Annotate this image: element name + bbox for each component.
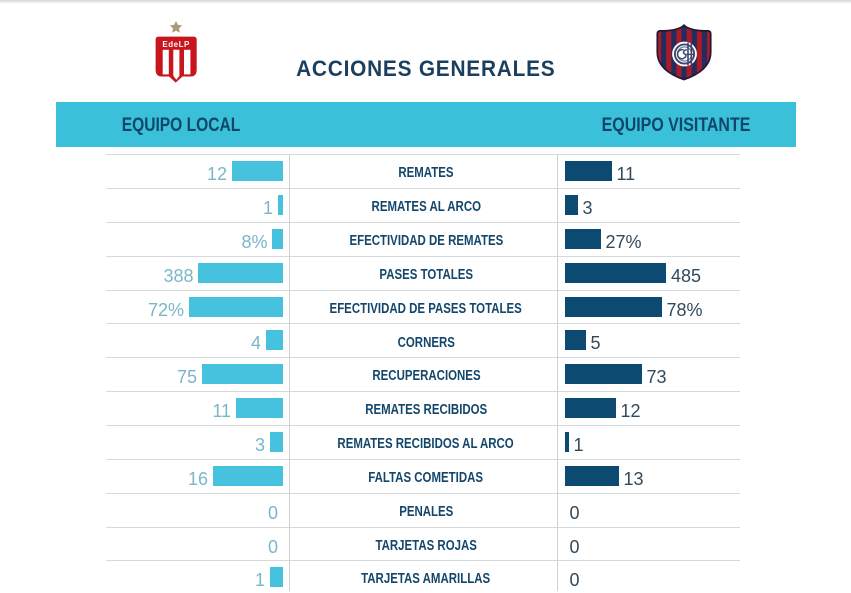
svg-text:EdeLP: EdeLP [162,40,190,49]
